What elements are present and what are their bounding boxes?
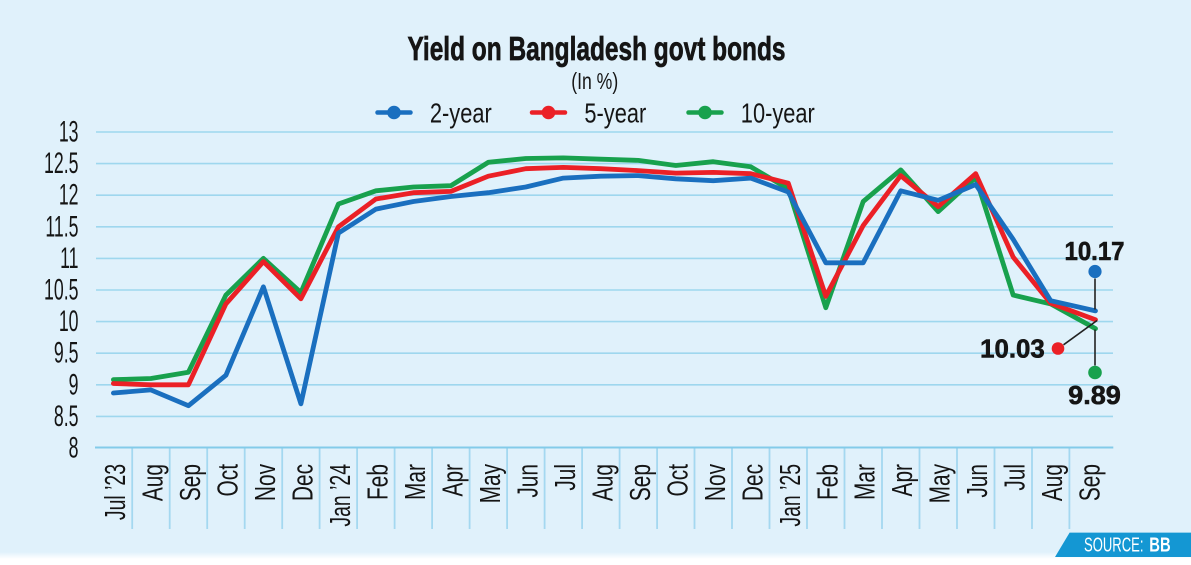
svg-text:SOURCE:: SOURCE: xyxy=(1084,532,1143,556)
svg-text:9.89: 9.89 xyxy=(1068,381,1121,410)
svg-text:Dec: Dec xyxy=(287,464,319,501)
svg-text:Feb: Feb xyxy=(362,464,394,500)
svg-text:8: 8 xyxy=(69,432,79,465)
svg-text:Oct: Oct xyxy=(662,464,694,496)
svg-text:9.5: 9.5 xyxy=(54,337,79,370)
svg-text:5-year: 5-year xyxy=(584,98,646,129)
svg-text:Aug: Aug xyxy=(1037,464,1069,501)
svg-text:Jul ’23: Jul ’23 xyxy=(100,464,132,520)
svg-text:10.03: 10.03 xyxy=(980,336,1045,364)
svg-text:10-year: 10-year xyxy=(741,98,815,129)
svg-text:12: 12 xyxy=(59,179,79,212)
svg-text:11.5: 11.5 xyxy=(45,211,78,244)
svg-text:Apr: Apr xyxy=(437,464,469,496)
svg-text:Nov: Nov xyxy=(700,464,732,501)
svg-text:10: 10 xyxy=(59,306,79,339)
svg-text:May: May xyxy=(924,464,956,504)
svg-text:10.5: 10.5 xyxy=(44,274,78,307)
svg-text:Aug: Aug xyxy=(587,464,619,501)
svg-text:(In %): (In %) xyxy=(571,69,618,95)
svg-text:Jan ’25: Jan ’25 xyxy=(775,464,807,527)
svg-text:May: May xyxy=(475,464,507,504)
svg-text:Sep: Sep xyxy=(1074,464,1106,501)
svg-text:12.5: 12.5 xyxy=(44,148,78,181)
svg-text:Mar: Mar xyxy=(400,464,432,500)
svg-text:Sep: Sep xyxy=(625,464,657,501)
svg-text:Sep: Sep xyxy=(175,464,207,501)
svg-text:Mar: Mar xyxy=(849,464,881,500)
svg-text:2-year: 2-year xyxy=(430,98,492,129)
svg-text:11: 11 xyxy=(60,242,78,275)
svg-text:Dec: Dec xyxy=(737,464,769,501)
svg-text:Feb: Feb xyxy=(812,464,844,500)
svg-text:10.17: 10.17 xyxy=(1064,237,1124,266)
svg-text:Jun: Jun xyxy=(512,464,544,498)
svg-text:Nov: Nov xyxy=(250,464,282,501)
svg-text:8.5: 8.5 xyxy=(54,400,79,433)
svg-text:Jun: Jun xyxy=(962,464,994,498)
svg-text:9: 9 xyxy=(69,369,79,402)
svg-text:Oct: Oct xyxy=(212,464,244,496)
svg-text:Jan ’24: Jan ’24 xyxy=(325,464,357,527)
svg-text:Yield on Bangladesh govt bonds: Yield on Bangladesh govt bonds xyxy=(408,30,786,68)
svg-text:BB: BB xyxy=(1149,533,1170,556)
svg-text:Jul: Jul xyxy=(999,464,1031,491)
svg-text:Apr: Apr xyxy=(887,464,919,496)
svg-text:13: 13 xyxy=(59,116,79,149)
svg-text:Jul: Jul xyxy=(550,464,582,491)
svg-text:Aug: Aug xyxy=(137,464,169,501)
